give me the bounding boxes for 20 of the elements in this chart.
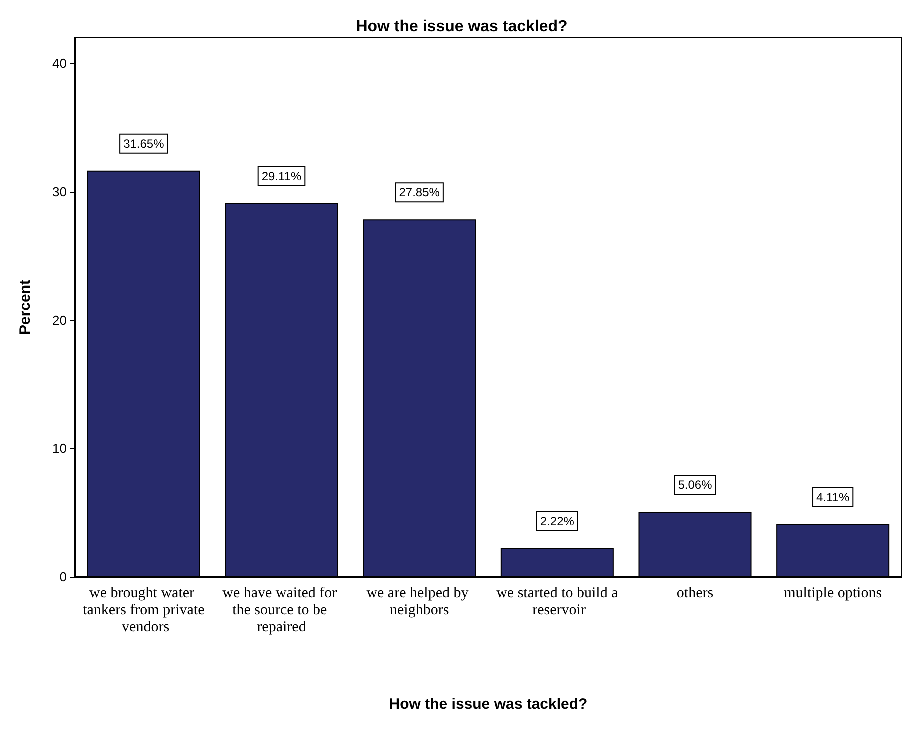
data-label: 2.22% (540, 514, 575, 529)
x-tick-label: multiple options (784, 586, 882, 602)
data-label: 29.11% (262, 169, 302, 184)
x-tick-label: we started to build a reservoir (496, 586, 619, 618)
data-label: 27.85% (399, 186, 440, 200)
x-axis-title: How the issue was tackled? (389, 696, 588, 713)
y-tick-label: 40 (52, 56, 67, 72)
x-tick-label: we are helped by neighbors (366, 586, 472, 618)
y-tick-label: 30 (52, 184, 67, 200)
data-label: 5.06% (678, 478, 713, 492)
y-tick-label: 0 (60, 570, 67, 584)
x-tick-label: others (676, 586, 714, 602)
chart-title: How the issue was tackled? (356, 18, 568, 36)
x-tick-label: we brought water tankers from private vendors (83, 586, 206, 636)
data-label: 4.11% (816, 490, 850, 504)
data-label: 31.65% (124, 136, 165, 151)
y-tick-label: 10 (52, 441, 67, 456)
x-tick-label: we have waited for the source to be repaired (222, 586, 341, 636)
y-tick-label: 20 (52, 312, 67, 328)
y-axis-title: Percent (17, 280, 34, 336)
